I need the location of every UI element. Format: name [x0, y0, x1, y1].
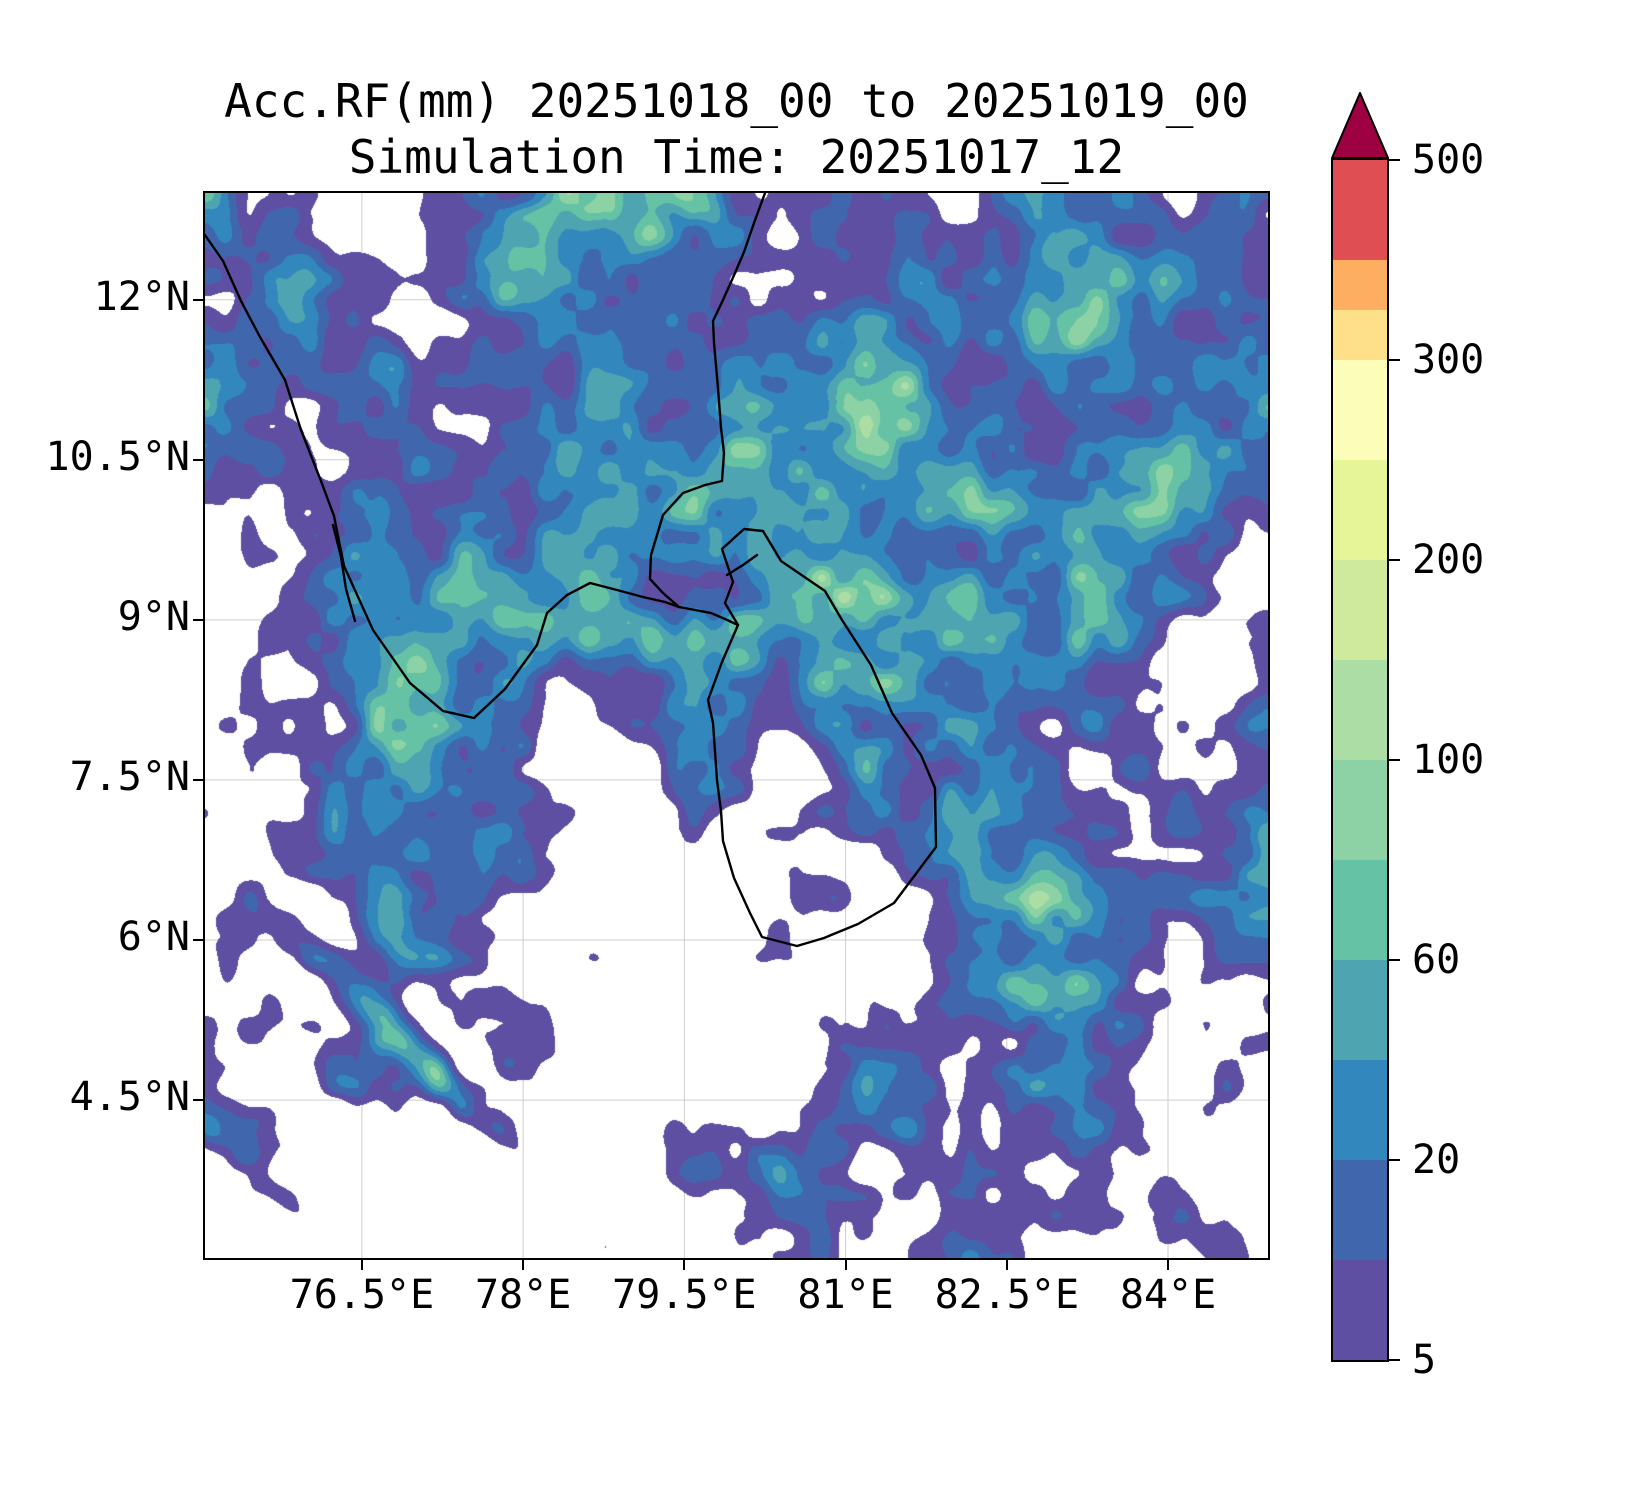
y-tick-mark: [193, 778, 203, 781]
y-tick-mark: [193, 1099, 203, 1102]
y-tick-label: 10.5°N: [45, 433, 191, 480]
colorbar-tick-label: 100: [1412, 737, 1485, 783]
colorbar-tick-mark: [1389, 359, 1400, 361]
colorbar-segment-350-400: [1333, 260, 1387, 310]
colorbar-tick-label: 20: [1412, 1137, 1461, 1183]
colorbar-tick-mark: [1389, 959, 1400, 961]
sri-lanka-coastline: [706, 527, 938, 948]
colorbar-segment-300-350: [1333, 310, 1387, 360]
rainfall-field: [205, 193, 1268, 1258]
colorbar-segment-40-60: [1333, 960, 1387, 1060]
y-tick-mark: [193, 298, 203, 301]
y-tick-mark: [193, 618, 203, 621]
plot-title-line1: Acc.RF(mm) 20251018_00 to 20251019_00: [224, 74, 1249, 128]
x-tick-mark: [360, 1260, 363, 1270]
colorbar-segment-5-10: [1333, 1260, 1387, 1360]
coastlines: [205, 193, 938, 948]
y-tick-label: 9°N: [117, 593, 190, 640]
colorbar-tick-label: 5: [1412, 1337, 1437, 1383]
colorbar-segment-80-100: [1333, 760, 1387, 860]
colorbar-tick-mark: [1389, 1159, 1400, 1161]
jaffna-lagoon-line: [725, 553, 759, 577]
x-tick-mark: [683, 1260, 686, 1270]
colorbar-segment-20-40: [1333, 1060, 1387, 1160]
kerala-backwater-line: [331, 523, 357, 623]
colorbar-segment-400-500: [1333, 160, 1387, 260]
adams-bridge-line: [677, 605, 740, 627]
colorbar-segment-10-20: [1333, 1160, 1387, 1260]
y-tick-label: 7.5°N: [69, 753, 190, 800]
colorbar-tick-mark: [1389, 1359, 1400, 1361]
x-tick-mark: [522, 1260, 525, 1270]
x-tick-label: 79.5°E: [612, 1272, 757, 1318]
colorbar-body: [1331, 158, 1389, 1362]
colorbar-segment-60-80: [1333, 860, 1387, 960]
x-tick-label: 76.5°E: [289, 1272, 435, 1318]
colorbar-extend-arrow: [1331, 92, 1389, 159]
x-tick-mark: [844, 1260, 847, 1270]
x-tick-mark: [1167, 1260, 1170, 1270]
x-tick-label: 81°E: [797, 1272, 894, 1318]
colorbar-segment-100-150: [1333, 660, 1387, 760]
x-tick-label: 84°E: [1119, 1272, 1217, 1318]
plot-title-line2: Simulation Time: 20251017_12: [348, 130, 1125, 184]
colorbar-tick-mark: [1389, 759, 1400, 761]
colorbar-tick-label: 300: [1412, 337, 1485, 383]
colorbar-segment-150-200: [1333, 560, 1387, 660]
y-tick-mark: [193, 938, 203, 941]
x-tick-label: 78°E: [474, 1272, 572, 1318]
india-coastline: [205, 193, 767, 720]
colorbar-tick-mark: [1389, 159, 1400, 161]
colorbar-segment-200-250: [1333, 460, 1387, 560]
colorbar-tick-label: 60: [1412, 937, 1461, 983]
x-tick-label: 82.5°E: [934, 1272, 1080, 1318]
x-tick-mark: [1005, 1260, 1008, 1270]
y-tick-label: 6°N: [117, 913, 190, 960]
y-tick-label: 4.5°N: [69, 1074, 190, 1121]
colorbar-tick-label: 200: [1412, 537, 1485, 583]
colorbar-tick-mark: [1389, 559, 1400, 561]
colorbar-tick-label: 500: [1412, 137, 1485, 183]
colorbar-segment-250-300: [1333, 360, 1387, 460]
y-tick-label: 12°N: [93, 273, 190, 320]
y-tick-mark: [193, 458, 203, 461]
